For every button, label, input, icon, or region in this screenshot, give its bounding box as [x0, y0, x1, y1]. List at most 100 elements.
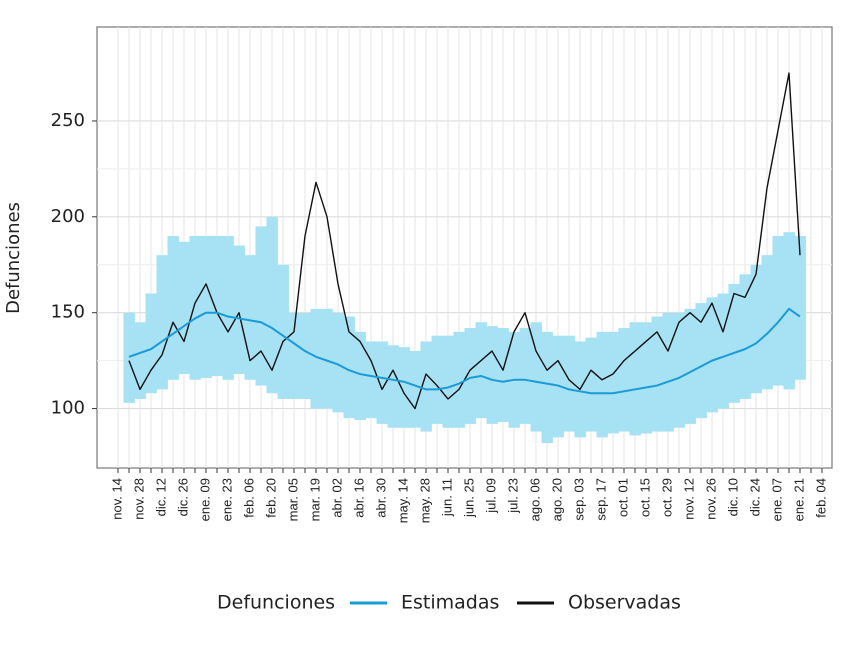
interval-band — [211, 235, 223, 376]
y-axis-title: Defunciones — [3, 202, 24, 314]
interval-band — [530, 322, 542, 432]
interval-band — [332, 312, 344, 413]
interval-band — [563, 335, 575, 432]
interval-band — [266, 216, 278, 394]
y-tick-label: 150 — [51, 302, 85, 323]
x-tick-label: oct. 15 — [637, 478, 652, 517]
interval-band — [640, 322, 652, 434]
interval-band — [442, 335, 454, 428]
interval-band — [365, 341, 377, 419]
interval-band — [475, 322, 487, 419]
interval-band — [596, 331, 608, 438]
interval-band — [123, 312, 135, 403]
interval-band — [134, 322, 146, 399]
interval-band — [519, 328, 531, 424]
interval-band — [255, 226, 267, 386]
interval-band — [321, 308, 333, 409]
interval-band — [772, 235, 784, 386]
interval-band — [651, 316, 663, 432]
x-tick-label: may. 28 — [417, 478, 432, 523]
x-tick-label: dic. 12 — [153, 478, 168, 516]
legend-title: Defunciones — [217, 592, 335, 614]
interval-band — [299, 312, 311, 399]
interval-band — [453, 331, 465, 428]
interval-band — [618, 328, 630, 432]
interval-band — [189, 235, 201, 380]
x-tick-label: may. 14 — [395, 478, 410, 523]
interval-band — [244, 255, 256, 380]
legend-label: Observadas — [568, 592, 681, 614]
interval-band — [354, 331, 366, 421]
x-tick-label: dic. 10 — [725, 478, 740, 516]
x-tick-label: feb. 20 — [263, 478, 278, 518]
interval-band — [409, 351, 421, 428]
interval-band — [497, 328, 509, 422]
x-tick-label: abr. 02 — [329, 478, 344, 518]
y-tick-label: 100 — [51, 398, 85, 419]
x-tick-label: nov. 12 — [681, 478, 696, 520]
interval-band — [178, 241, 190, 375]
interval-band — [673, 312, 685, 428]
y-tick-label: 250 — [51, 110, 85, 131]
x-tick-label: dic. 26 — [175, 478, 190, 516]
interval-band — [200, 235, 212, 378]
y-tick-label: 200 — [51, 206, 85, 227]
interval-band — [717, 293, 729, 409]
x-tick-label: sep. 03 — [571, 478, 586, 521]
x-tick-label: jun. 11 — [439, 478, 454, 517]
x-tick-label: sep. 17 — [593, 478, 608, 521]
interval-band — [156, 255, 168, 390]
interval-band — [706, 297, 718, 413]
x-tick-label: ene. 21 — [791, 478, 806, 521]
interval-band — [684, 308, 696, 424]
x-tick-label: dic. 24 — [747, 478, 762, 516]
x-tick-label: ene. 23 — [219, 478, 234, 521]
x-tick-label: abr. 30 — [373, 478, 388, 518]
x-tick-label: nov. 26 — [703, 478, 718, 520]
interval-band — [167, 235, 179, 380]
series-line — [128, 307, 801, 395]
x-tick-label: ago. 06 — [527, 478, 542, 521]
interval-band — [750, 264, 762, 394]
x-tick-label: ago. 20 — [549, 478, 564, 521]
legend-label: Estimadas — [401, 592, 499, 614]
x-tick-label: nov. 28 — [131, 478, 146, 520]
interval-band — [288, 312, 300, 399]
interval-band — [431, 335, 443, 424]
x-tick-label: mar. 05 — [285, 478, 300, 521]
interval-band — [464, 328, 476, 424]
interval-band — [607, 331, 619, 434]
interval-band — [629, 322, 641, 436]
x-tick-label: ene. 09 — [197, 478, 212, 521]
interval-band — [343, 316, 355, 419]
x-tick-label: jun. 25 — [461, 478, 476, 518]
interval-band — [233, 245, 245, 375]
interval-band — [310, 308, 322, 409]
x-tick-label: ene. 07 — [769, 478, 784, 521]
x-tick-label: mar. 19 — [307, 478, 322, 521]
interval-band — [695, 303, 707, 419]
interval-band — [387, 345, 399, 428]
x-tick-label: abr. 16 — [351, 478, 366, 518]
interval-band — [486, 326, 498, 424]
x-tick-label: feb. 06 — [241, 478, 256, 518]
x-tick-label: oct. 29 — [659, 478, 674, 517]
interval-band — [277, 264, 289, 399]
interval-band — [222, 235, 234, 380]
interval-band — [783, 232, 795, 390]
x-tick-label: feb. 04 — [813, 478, 828, 518]
interval-band — [761, 255, 773, 390]
interval-band — [541, 331, 553, 444]
interval-band — [728, 283, 740, 403]
x-tick-label: jul. 23 — [505, 478, 520, 514]
interval-band — [145, 293, 157, 394]
interval-band — [376, 341, 388, 424]
interval-band — [739, 274, 751, 399]
x-tick-label: nov. 14 — [109, 478, 124, 520]
interval-band — [794, 235, 806, 380]
interval-band — [585, 337, 597, 432]
x-tick-label: jul. 09 — [483, 478, 498, 514]
interval-band — [398, 347, 410, 428]
interval-band — [662, 312, 674, 432]
